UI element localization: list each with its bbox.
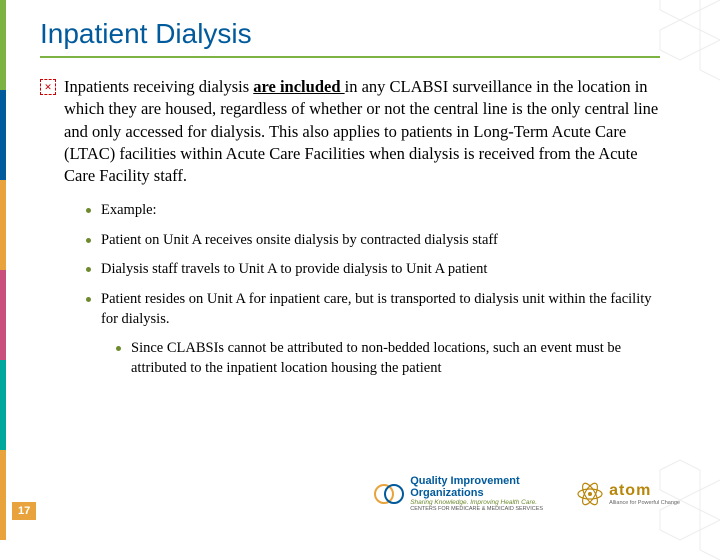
- sub-bullet-item: Patient on Unit A receives onsite dialys…: [86, 231, 660, 251]
- qio-sub: CENTERS FOR MEDICARE & MEDICAID SERVICES: [410, 506, 543, 512]
- atom-tagline: Alliance for Powerful Change: [609, 500, 680, 506]
- sub-bullet-text: Patient on Unit A receives onsite dialys…: [101, 231, 498, 251]
- sub-sub-bullet-item: Since CLABSIs cannot be attributed to no…: [116, 339, 660, 378]
- left-color-stripe: [0, 0, 6, 540]
- slide-title: Inpatient Dialysis: [40, 18, 660, 58]
- qio-line1: Quality Improvement: [410, 475, 543, 487]
- sub-bullet-text: Patient resides on Unit A for inpatient …: [101, 290, 660, 329]
- sub-bullet-text: Example:: [101, 201, 157, 221]
- broken-image-icon: ✕: [40, 79, 56, 95]
- sub-bullet-item: Patient resides on Unit A for inpatient …: [86, 290, 660, 329]
- bullet-dot: [86, 267, 91, 272]
- qio-icon: [374, 479, 404, 509]
- bullet-dot: [86, 208, 91, 213]
- qio-text: Quality Improvement Organizations Sharin…: [410, 475, 543, 512]
- atom-icon: [575, 479, 605, 509]
- sub-bullet-item: Dialysis staff travels to Unit A to prov…: [86, 260, 660, 280]
- main-bullet-text: Inpatients receiving dialysis are includ…: [64, 76, 660, 187]
- sub-bullet-item: Example:: [86, 201, 660, 221]
- atom-text: atom Alliance for Powerful Change: [609, 482, 680, 506]
- qio-line2: Organizations: [410, 487, 543, 499]
- main-bullet: ✕ Inpatients receiving dialysis are incl…: [40, 76, 660, 187]
- page-number: 17: [12, 502, 36, 520]
- qio-tagline: Sharing Knowledge. Improving Health Care…: [410, 499, 543, 506]
- qio-logo: Quality Improvement Organizations Sharin…: [374, 475, 543, 512]
- bullet-dot: [86, 297, 91, 302]
- atom-name: atom: [609, 482, 680, 500]
- slide-content: Inpatient Dialysis ✕ Inpatients receivin…: [40, 18, 660, 388]
- sub-sub-bullet-text: Since CLABSIs cannot be attributed to no…: [131, 339, 660, 378]
- sub-bullet-list: Example: Patient on Unit A receives onsi…: [86, 201, 660, 378]
- sub-bullet-text: Dialysis staff travels to Unit A to prov…: [101, 260, 487, 280]
- footer-logos: Quality Improvement Organizations Sharin…: [374, 475, 680, 512]
- bullet-dot: [116, 346, 121, 351]
- atom-logo: atom Alliance for Powerful Change: [575, 479, 680, 509]
- bullet-dot: [86, 238, 91, 243]
